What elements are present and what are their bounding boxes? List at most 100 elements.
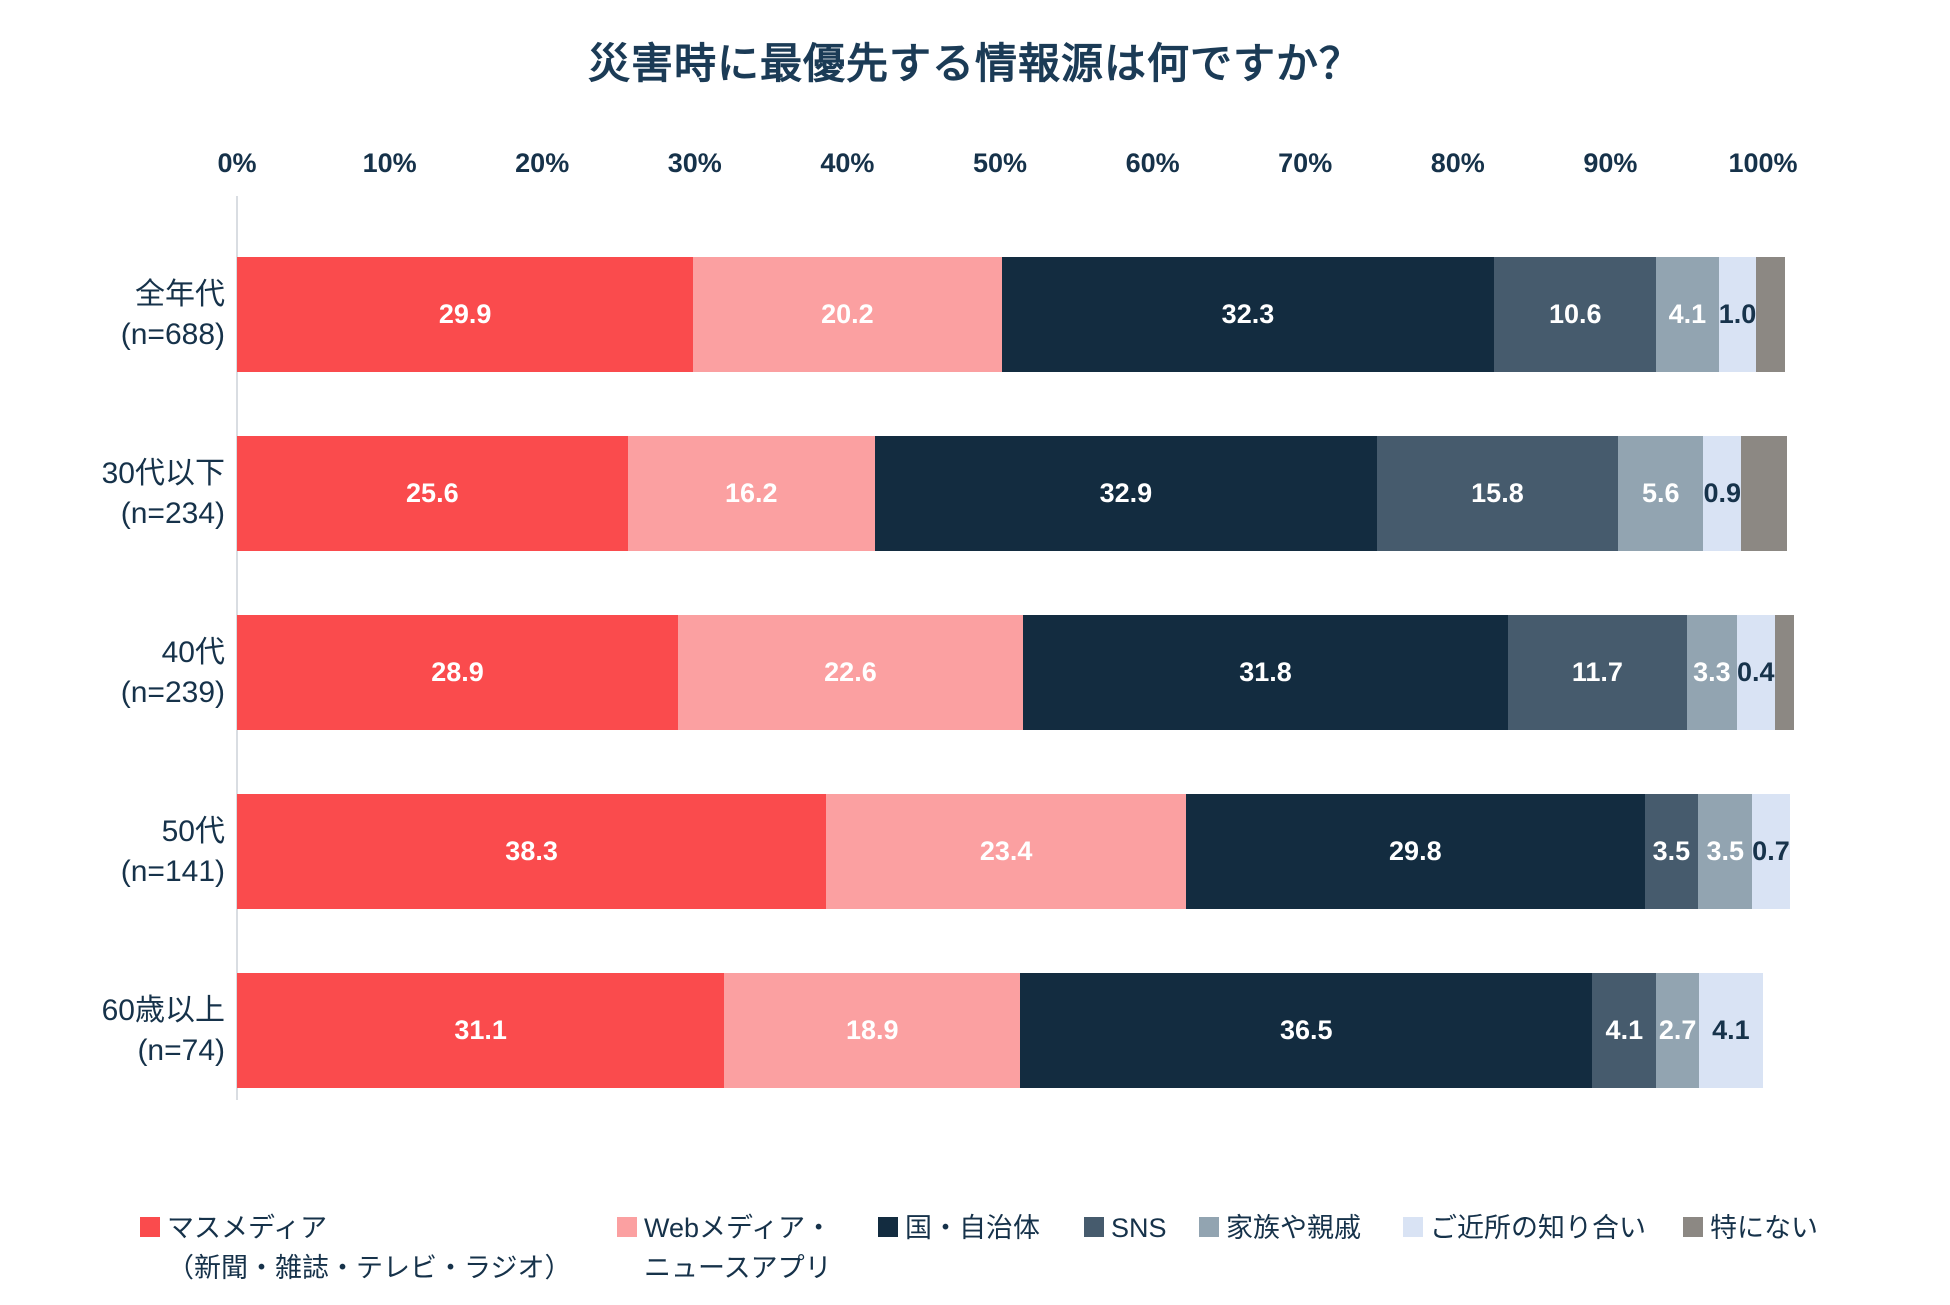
category-count: (n=234) xyxy=(120,496,225,530)
legend-item-3: 国・自治体 xyxy=(878,1208,1040,1248)
bar-segment: 1.0 xyxy=(1718,257,1757,372)
x-axis-tick: 70% xyxy=(1278,148,1333,178)
category-label-1: 全年代 (n=688) xyxy=(0,257,225,372)
segment-value-label: 31.8 xyxy=(1239,657,1292,687)
x-axis-tick: 20% xyxy=(515,148,570,178)
bar-segment: 31.8 xyxy=(1022,615,1509,730)
segment-value-label: 4.1 xyxy=(1712,1015,1750,1045)
category-name: 60歳以上 xyxy=(101,993,225,1027)
bar-segment: 22.6 xyxy=(678,615,1023,730)
segment-value-label: 5.6 xyxy=(1641,478,1680,508)
segment-value-label: 11.7 xyxy=(1571,657,1623,687)
bar-segment: 32.3 xyxy=(1001,257,1495,372)
x-axis-tick: 30% xyxy=(667,148,722,178)
bar-segment: 0.9 xyxy=(1703,436,1741,551)
bar-row-1: 29.9 20.2 32.3 10.6 4.1 1.0 xyxy=(237,257,1786,372)
bar-segment: 25.6 xyxy=(237,436,628,551)
category-name: 30代以下 xyxy=(101,456,225,490)
x-axis-tick: 40% xyxy=(820,148,875,178)
bar-segment: 4.1 xyxy=(1656,257,1719,372)
segment-value-label: 29.9 xyxy=(438,299,492,329)
x-axis-tick: 90% xyxy=(1583,148,1638,178)
category-label-2: 30代以下 (n=234) xyxy=(0,436,225,551)
x-axis-tick: 50% xyxy=(972,148,1028,178)
segment-value-label: 32.9 xyxy=(1099,478,1153,508)
legend-item-1: マスメディア （新聞・雑誌・テレビ・ラジオ） xyxy=(140,1208,571,1288)
segment-value-label: 23.4 xyxy=(979,836,1033,866)
legend-swatch xyxy=(1683,1217,1703,1237)
bar-segment: 5.6 xyxy=(1617,436,1704,551)
bar-row-4: 38.3 23.4 29.8 3.5 3.5 0.7 xyxy=(237,794,1790,909)
category-label-5: 60歳以上 (n=74) xyxy=(0,973,225,1088)
segment-value-label: 4.1 xyxy=(1668,299,1707,329)
bar-segment: 11.7 xyxy=(1508,615,1687,730)
legend-label: ご近所の知り合い xyxy=(1430,1213,1646,1243)
category-count: (n=141) xyxy=(120,854,225,888)
category-name: 全年代 xyxy=(135,277,225,311)
legend-swatch xyxy=(1199,1217,1219,1237)
legend-label: Webメディア・ ニュースアプリ xyxy=(644,1213,833,1283)
segment-value-label: 0.9 xyxy=(1703,478,1741,508)
segment-value-label: 2.7 xyxy=(1658,1015,1697,1045)
segment-value-label: 28.9 xyxy=(431,657,484,687)
bar-segment: 36.5 xyxy=(1020,973,1593,1088)
segment-value-label: 22.6 xyxy=(824,657,877,687)
segment-value-label: 10.6 xyxy=(1549,299,1602,329)
bar-row-5: 31.1 18.9 36.5 4.1 2.7 4.1 xyxy=(237,973,1763,1088)
category-label-4: 50代 (n=141) xyxy=(0,794,225,909)
bar-segment: 31.1 xyxy=(237,973,725,1088)
segment-value-label: 36.5 xyxy=(1280,1015,1333,1045)
bar-row-2: 25.6 16.2 32.9 15.8 5.6 0.9 xyxy=(237,436,1787,551)
bar-segment: 0.7 xyxy=(1752,794,1790,909)
bar-segment: 23.4 xyxy=(826,794,1187,909)
legend-swatch xyxy=(140,1217,160,1237)
bar-segment: 38.3 xyxy=(237,794,827,909)
bar-segment: 0.4 xyxy=(1737,615,1775,730)
segment-value-label: 20.2 xyxy=(821,299,874,329)
segment-value-label: 15.8 xyxy=(1471,478,1524,508)
category-name: 50代 xyxy=(161,814,225,848)
legend-label: SNS xyxy=(1111,1213,1167,1243)
x-axis-tick: 100% xyxy=(1728,148,1798,178)
legend-swatch xyxy=(1403,1217,1423,1237)
legend-item-7: 特にない xyxy=(1683,1208,1818,1248)
bar-segment xyxy=(1774,615,1795,730)
bar-segment: 4.1 xyxy=(1592,973,1657,1088)
legend-label: 特にない xyxy=(1710,1213,1818,1243)
segment-value-label: 1.0 xyxy=(1718,299,1757,329)
bar-segment: 10.6 xyxy=(1494,257,1657,372)
legend-swatch xyxy=(1084,1217,1104,1237)
bar-segment xyxy=(1740,436,1787,551)
legend-item-5: 家族や親戚 xyxy=(1199,1208,1361,1248)
bar-segment: 16.2 xyxy=(627,436,875,551)
bar-segment xyxy=(1756,257,1786,372)
bar-segment: 15.8 xyxy=(1376,436,1618,551)
category-count: (n=74) xyxy=(137,1033,225,1067)
legend-item-6: ご近所の知り合い xyxy=(1403,1208,1646,1248)
segment-value-label: 32.3 xyxy=(1221,299,1275,329)
category-count: (n=688) xyxy=(120,317,225,351)
category-labels: 全年代 (n=688) 30代以下 (n=234) 40代 (n=239) 50代 (n=14… xyxy=(0,0,225,1305)
legend-swatch xyxy=(617,1217,637,1237)
segment-value-label: 3.5 xyxy=(1706,836,1745,866)
legend-label: マスメディア （新聞・雑誌・テレビ・ラジオ） xyxy=(167,1213,572,1283)
bar-segment: 2.7 xyxy=(1656,973,1699,1088)
category-label-3: 40代 (n=239) xyxy=(0,615,225,730)
segment-value-label: 18.9 xyxy=(846,1015,899,1045)
segment-value-label: 16.2 xyxy=(724,478,778,508)
legend: マスメディア （新聞・雑誌・テレビ・ラジオ） Webメディア・ ニュースアプリ 国・自治… xyxy=(0,1208,1950,1298)
segment-value-label: 0.4 xyxy=(1737,657,1775,687)
segment-value-label: 31.1 xyxy=(454,1015,507,1045)
bar-segment: 18.9 xyxy=(724,973,1021,1088)
segment-value-label: 4.1 xyxy=(1605,1015,1644,1045)
segment-value-label: 29.8 xyxy=(1389,836,1442,866)
bar-segment: 3.3 xyxy=(1686,615,1738,730)
plot-area: 0% 10% 20% 30% 40% 50% 60% 70% 80% 90% 100% 29.9 20… xyxy=(217,0,1798,1305)
chart-title: 災害時に最優先する情報源は何ですか？ xyxy=(587,40,1362,87)
segment-value-label: 38.3 xyxy=(505,836,558,866)
legend-label: 家族や親戚 xyxy=(1226,1213,1361,1243)
x-axis-tick: 60% xyxy=(1125,148,1180,178)
legend-swatch xyxy=(878,1217,898,1237)
legend-label: 国・自治体 xyxy=(905,1213,1040,1243)
bar-segment: 3.5 xyxy=(1698,794,1753,909)
